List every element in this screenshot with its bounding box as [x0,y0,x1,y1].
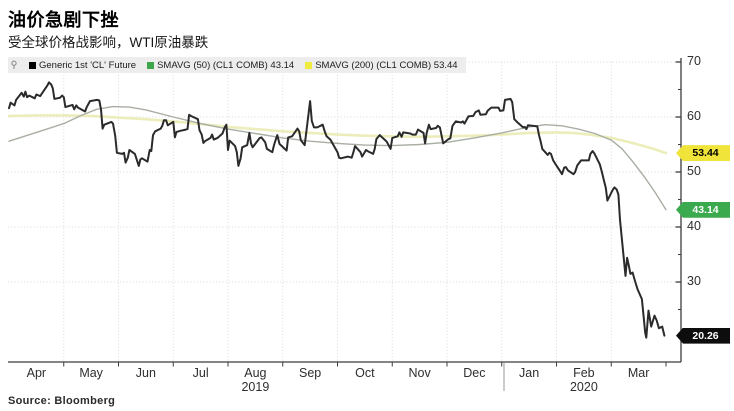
x-axis-label-feb: Feb [573,366,595,380]
legend-item-smavg200-label: SMAVG (200) (CL1 COMB) 53.44 [315,59,458,71]
sma200-line [7,114,668,155]
page-title: 油价急剧下挫 [8,10,119,30]
price-tag-20.26: 20.26 [676,327,730,344]
price-series-swatch-icon [29,61,36,69]
source-attribution: Source: Bloomberg [8,395,116,407]
x-axis-label-mar: Mar [627,366,650,380]
x-axis-label-may: May [79,366,103,380]
smavg50-series-swatch-icon [147,61,155,69]
gridlines [8,61,681,362]
x-axis-label-apr: Apr [26,366,47,380]
x-axis-label-sep: Sep [299,366,322,380]
pin-icon [10,60,18,70]
x-axis-label-nov: Nov [408,366,431,380]
chart-legend: Generic 1st 'CL' Future SMAVG (50) (CL1 … [8,57,466,73]
x-axis-label-jan: Jan [519,366,540,380]
legend-item-smavg50[interactable]: SMAVG (50) (CL1 COMB) 43.14 [147,60,294,71]
x-axis-year-label-2019: 2019 [241,380,270,394]
legend-item-price-label: Generic 1st 'CL' Future [39,59,137,71]
y-axis-label-40: 40 [687,219,701,233]
y-axis-label-50: 50 [687,164,701,178]
x-axis-label-aug: Aug [244,366,267,380]
legend-item-price[interactable]: Generic 1st 'CL' Future [29,60,136,71]
legend-item-smavg50-label: SMAVG (50) (CL1 COMB) 43.14 [157,59,295,71]
page-subtitle: 受全球价格战影响，WTI原油暴跌 [8,35,209,50]
sma50-line [8,105,667,211]
smavg200-series-swatch-icon [305,61,313,69]
y-axis-label-70: 70 [687,54,701,68]
y-axis-label-60: 60 [687,109,701,123]
price-tag-43.14: 43.14 [676,201,730,218]
price-line [8,81,666,339]
y-axis-label-30: 30 [687,274,701,288]
x-axis-label-jun: Jun [135,366,156,380]
x-axis-year-label-2020: 2020 [569,380,598,394]
legend-item-smavg200[interactable]: SMAVG (200) (CL1 COMB) 53.44 [305,59,458,71]
price-tag-53.44: 53.44 [676,145,730,162]
x-axis-label-oct: Oct [355,366,375,380]
x-axis-label-dec: Dec [463,366,486,380]
x-axis-label-jul: Jul [192,366,209,380]
